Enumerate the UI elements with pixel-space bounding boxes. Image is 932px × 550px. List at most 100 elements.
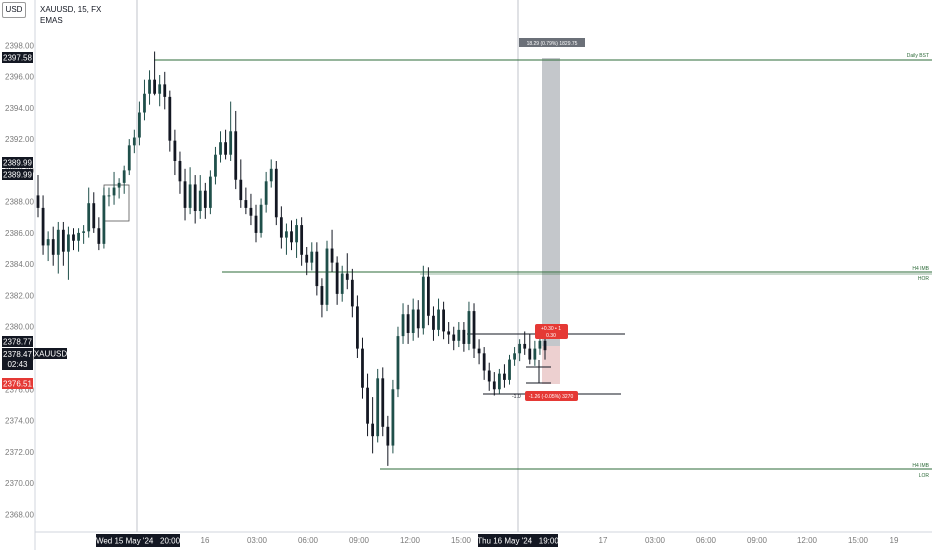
candle-down bbox=[528, 348, 532, 360]
candle-up bbox=[457, 329, 461, 341]
candle-down bbox=[330, 248, 334, 263]
candle-up bbox=[518, 343, 522, 354]
candle-down bbox=[503, 373, 506, 380]
symbol-title: XAUUSD, 15, FX bbox=[40, 5, 102, 14]
countdown-text: 02:43 bbox=[7, 360, 28, 369]
candle-up bbox=[340, 273, 344, 294]
target-box[interactable] bbox=[535, 324, 568, 339]
stop-box-text: -1.26 (-0.05%) 3270 bbox=[529, 394, 574, 400]
candle-up bbox=[77, 232, 80, 241]
candle-up bbox=[229, 131, 233, 155]
range-measure-badge bbox=[519, 38, 585, 47]
candle-down bbox=[366, 387, 369, 424]
price-tick-label: 2370.00 bbox=[5, 479, 34, 488]
candle-down bbox=[426, 276, 430, 316]
candle-down bbox=[41, 207, 45, 246]
candle-up bbox=[497, 373, 501, 390]
candle-down bbox=[178, 160, 182, 182]
candle-down bbox=[203, 190, 207, 208]
price-tick-label: 2384.00 bbox=[5, 260, 34, 269]
time-axis[interactable]: 16 03:00 06:00 09:00 12:00 15:00 17 03:00 06:00 0… bbox=[201, 536, 899, 545]
level-b-price-tag bbox=[2, 169, 33, 180]
candle-up bbox=[127, 145, 131, 171]
price-tick-label: 2376.00 bbox=[5, 385, 34, 394]
candle-up bbox=[269, 168, 273, 182]
candle-down bbox=[350, 279, 354, 307]
price-axis[interactable]: 2398.002396.002394.002392.002390.002388.… bbox=[5, 41, 34, 519]
candle-up bbox=[214, 154, 217, 177]
candle-down bbox=[244, 200, 248, 208]
candle-down bbox=[51, 239, 55, 255]
price-tick-label: 2382.00 bbox=[5, 291, 34, 300]
candle-down bbox=[452, 334, 456, 341]
candle-down bbox=[345, 273, 349, 280]
current-high-price-text: 2378.77 bbox=[3, 338, 32, 347]
stop-price-text: 2376.51 bbox=[3, 380, 32, 389]
candle-down bbox=[183, 181, 187, 208]
candle-up bbox=[132, 137, 136, 146]
candle-up bbox=[538, 340, 542, 349]
candle-up bbox=[56, 229, 60, 255]
time-tick-label: 06:00 bbox=[696, 536, 717, 545]
time-tick-label: 06:00 bbox=[298, 536, 319, 545]
candle-up bbox=[264, 181, 268, 205]
candle-down bbox=[335, 262, 339, 294]
candle-up bbox=[198, 190, 202, 212]
candle-up bbox=[508, 359, 511, 380]
indicator-label[interactable]: EMAS bbox=[40, 16, 63, 25]
range-measure-text: 18.29 (0.79%) 1829.75 bbox=[527, 41, 578, 47]
stop-price-tag bbox=[2, 378, 33, 389]
candle-up bbox=[325, 248, 329, 305]
stop-zone[interactable] bbox=[542, 346, 560, 384]
candle-down bbox=[416, 309, 420, 329]
candle-up bbox=[138, 112, 141, 138]
candle-down bbox=[386, 426, 390, 446]
price-tick-label: 2386.00 bbox=[5, 229, 34, 238]
price-tick-label: 2388.00 bbox=[5, 198, 34, 207]
candle-up bbox=[143, 93, 146, 113]
candle-down bbox=[173, 140, 177, 161]
h4-imb-high-label: H4 IMB bbox=[912, 266, 929, 272]
candle-down bbox=[320, 286, 324, 305]
time-tick-label: 09:00 bbox=[349, 536, 370, 545]
candle-down bbox=[487, 370, 491, 382]
hor-label: HOR bbox=[918, 276, 930, 282]
top-level-price-text: 2397.58 bbox=[3, 54, 32, 63]
candle-down bbox=[254, 215, 258, 233]
candle-down bbox=[193, 184, 197, 212]
target-zone[interactable] bbox=[542, 58, 560, 346]
candle-down bbox=[381, 378, 385, 427]
time-tick-label: 03:00 bbox=[247, 536, 268, 545]
candle-down bbox=[462, 329, 466, 344]
candle-up bbox=[87, 203, 91, 232]
candle-down bbox=[406, 314, 410, 333]
candle-down bbox=[224, 142, 227, 155]
candle-down bbox=[356, 306, 359, 349]
candle-down bbox=[432, 315, 435, 330]
candle-down bbox=[482, 353, 486, 371]
price-tick-label: 2372.00 bbox=[5, 448, 34, 457]
current-high-price-tag bbox=[2, 336, 33, 347]
time-tick-label: 09:00 bbox=[747, 536, 768, 545]
highlight-box[interactable] bbox=[103, 184, 130, 222]
candle-up bbox=[437, 309, 440, 330]
candle-down bbox=[543, 340, 547, 351]
candle-down bbox=[274, 168, 278, 218]
candle-up bbox=[285, 231, 288, 238]
time-tick-label: 15:00 bbox=[451, 536, 472, 545]
candle-down bbox=[371, 423, 375, 437]
price-tick-label: 2374.00 bbox=[5, 417, 34, 426]
candle-down bbox=[523, 343, 527, 349]
candles[interactable] bbox=[36, 51, 547, 466]
candle-up bbox=[122, 170, 126, 183]
currency-button[interactable]: USD bbox=[2, 2, 26, 18]
symbol-tag bbox=[34, 348, 67, 359]
stop-box[interactable] bbox=[525, 391, 578, 401]
crosshair-date-left-tag bbox=[96, 534, 180, 547]
candle-up bbox=[391, 389, 395, 446]
candle-down bbox=[305, 254, 309, 263]
candle-down bbox=[290, 231, 293, 243]
candle-down bbox=[97, 228, 101, 244]
candle-down bbox=[153, 79, 157, 94]
